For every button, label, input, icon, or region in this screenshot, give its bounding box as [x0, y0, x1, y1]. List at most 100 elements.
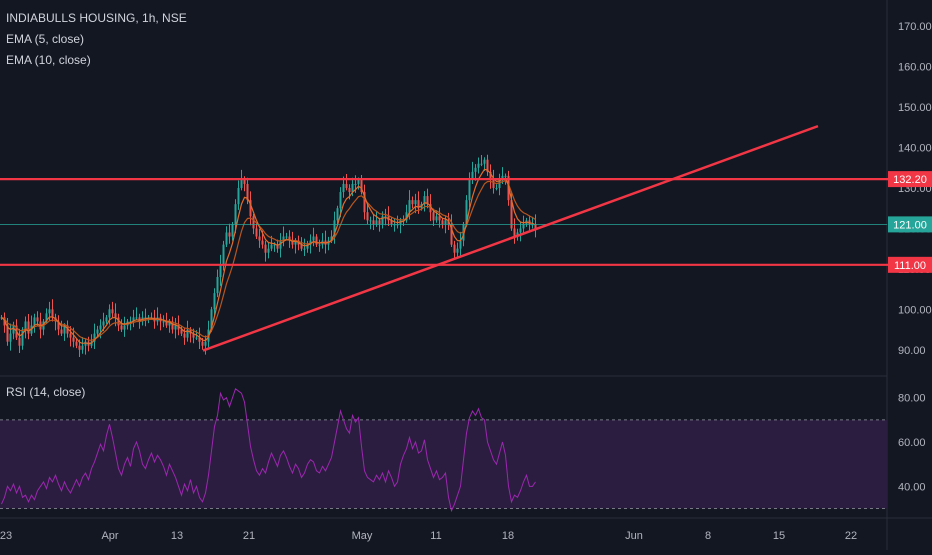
chart-legend: INDIABULLS HOUSING, 1h, NSE EMA (5, clos…: [6, 8, 187, 71]
current-price-tag-bg: [888, 216, 932, 233]
candle-body: [384, 216, 387, 218]
candle-body: [534, 224, 537, 229]
candle-body: [465, 200, 468, 225]
candle-body: [186, 329, 189, 338]
ema5-line: [1, 168, 536, 345]
candle-body: [183, 333, 186, 338]
candle-body: [282, 236, 285, 241]
candle-body: [84, 341, 87, 346]
candle-body: [504, 175, 507, 177]
candle-body: [24, 321, 27, 330]
time-axis-tick: Apr: [101, 530, 118, 542]
candle-body: [135, 317, 138, 319]
candle-body: [480, 163, 483, 165]
candle-body: [489, 171, 492, 180]
candle-body: [240, 179, 243, 188]
candle-body: [468, 179, 471, 201]
candle-body: [357, 179, 360, 184]
candle-body: [18, 337, 21, 346]
price-axis-tick: 140.00: [898, 143, 932, 155]
candle-body: [390, 220, 393, 225]
candle-body: [48, 309, 51, 314]
candle-body: [21, 329, 24, 346]
ema10-legend[interactable]: EMA (10, close): [6, 53, 91, 67]
candle-body: [36, 317, 39, 322]
candle-body: [441, 220, 444, 225]
candle-body: [396, 224, 399, 226]
candle-body: [270, 244, 273, 249]
candle-body: [348, 188, 351, 193]
candle-body: [12, 325, 15, 334]
candle-body: [393, 224, 396, 226]
candle-body: [369, 220, 372, 222]
candle-body: [201, 341, 204, 346]
rsi-axis-tick: 40.00: [898, 481, 926, 493]
candle-body: [483, 159, 486, 164]
candle-body: [99, 325, 102, 330]
candle-body: [261, 240, 264, 245]
candle-body: [102, 321, 105, 326]
candle-body: [75, 341, 78, 346]
candle-body: [273, 244, 276, 246]
candle-body: [345, 183, 348, 188]
candle-body: [195, 337, 198, 339]
candle-body: [117, 317, 120, 326]
rsi-group: [1, 388, 536, 513]
candle-body: [255, 228, 258, 237]
candle-body: [69, 333, 72, 338]
candle-body: [252, 216, 255, 229]
candle-body: [429, 204, 432, 213]
candle-body: [501, 175, 504, 180]
trendline[interactable]: [202, 124, 819, 352]
time-axis-tick: 21: [243, 530, 255, 542]
candle-body: [336, 208, 339, 221]
time-axis-tick: 8: [705, 530, 711, 542]
resistance-price-tag: 132.20: [893, 174, 927, 186]
candle-body: [225, 232, 228, 245]
candle-body: [381, 216, 384, 225]
candle-body: [279, 240, 282, 249]
candle-body: [123, 325, 126, 330]
rsi-axis-tick: 80.00: [898, 393, 926, 405]
time-axis-tick: 13: [171, 530, 183, 542]
candle-body: [231, 224, 234, 237]
candle-body: [435, 216, 438, 221]
rsi-line: [1, 388, 536, 513]
candle-body: [108, 309, 111, 318]
symbol-title[interactable]: INDIABULLS HOUSING, 1h, NSE: [6, 11, 187, 25]
candle-body: [417, 200, 420, 209]
candle-body: [333, 220, 336, 237]
candle-body: [510, 200, 513, 229]
candle-body: [288, 236, 291, 241]
candle-body: [378, 220, 381, 225]
rsi-legend[interactable]: RSI (14, close): [6, 385, 86, 399]
candle-body: [522, 224, 525, 229]
candle-body: [471, 171, 474, 180]
candle-body: [105, 317, 108, 322]
candle-body: [132, 317, 135, 322]
ema5-legend[interactable]: EMA (5, close): [6, 32, 85, 46]
candle-body: [519, 228, 522, 233]
candle-body: [9, 333, 12, 342]
candle-body: [285, 236, 288, 238]
candle-body: [294, 240, 297, 245]
time-axis-tick: 18: [502, 530, 514, 542]
candle-body: [315, 236, 318, 245]
candle-body: [405, 212, 408, 221]
candle-body: [246, 183, 249, 201]
candle-body: [243, 179, 246, 184]
candle-body: [408, 200, 411, 213]
candle-body: [444, 220, 447, 225]
candle-body: [492, 179, 495, 188]
ema10-line: [1, 179, 536, 341]
candle-body: [177, 325, 180, 330]
resistance-price-tag-bg: [888, 171, 932, 188]
drawings-group: [0, 124, 932, 352]
candle-body: [78, 345, 81, 350]
candle-body: [375, 220, 378, 225]
candle-body: [498, 179, 501, 188]
candle-body: [93, 333, 96, 342]
candle-body: [462, 224, 465, 241]
